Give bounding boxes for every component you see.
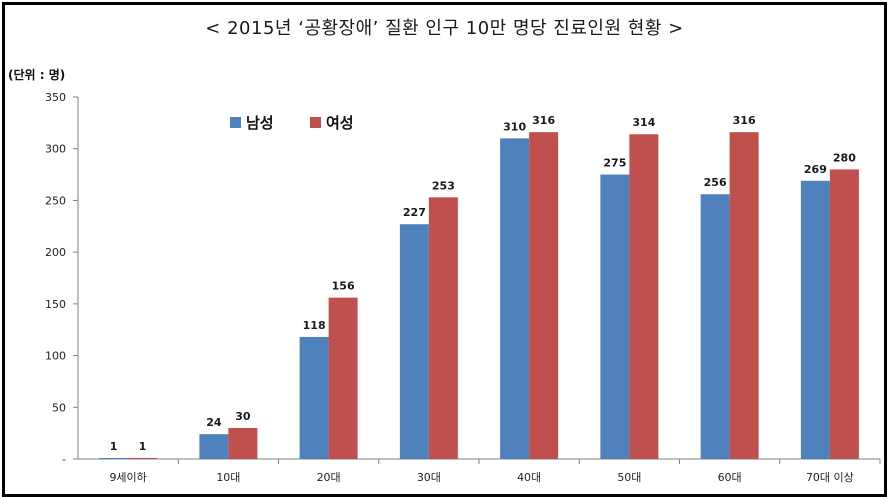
female-bar (629, 134, 659, 459)
chart-title: < 2015년 ‘공황장애’ 질환 인구 10만 명당 진료인원 현황 > (205, 18, 684, 39)
male-bar (399, 224, 429, 459)
y-tick-label: 300 (45, 143, 66, 156)
y-tick-label: 50 (52, 401, 66, 414)
legend-label: 남성 (246, 114, 274, 132)
y-tick-label: - (62, 453, 66, 466)
x-tick-label: 10대 (216, 471, 240, 484)
data-label: 1 (110, 440, 118, 453)
y-tick-label: 100 (45, 350, 66, 363)
x-tick-label: 9세이하 (109, 470, 146, 484)
data-label: 269 (804, 163, 827, 176)
x-tick-label: 70대 이상 (806, 471, 854, 484)
data-label: 24 (206, 416, 222, 429)
data-label: 227 (403, 206, 426, 219)
x-tick-label: 50대 (617, 471, 641, 484)
unit-label: (단위 : 명) (8, 68, 66, 82)
data-label: 316 (733, 114, 756, 127)
legend-label: 여성 (326, 114, 354, 132)
male-bar (500, 138, 530, 459)
y-tick-label: 200 (45, 246, 66, 259)
male-bar (800, 180, 830, 459)
data-label: 275 (603, 157, 626, 170)
data-label: 314 (632, 116, 655, 129)
y-tick-label: 350 (45, 91, 66, 104)
female-bar (228, 427, 258, 459)
female-bar (328, 297, 358, 459)
data-label: 253 (432, 179, 455, 192)
x-tick-label: 30대 (417, 471, 441, 484)
data-label: 316 (532, 114, 555, 127)
male-bar (299, 336, 329, 459)
y-tick-label: 150 (45, 298, 66, 311)
data-label: 30 (235, 410, 251, 423)
data-label: 156 (332, 280, 355, 293)
female-bar (428, 197, 458, 459)
data-label: 1 (139, 440, 147, 453)
data-label: 256 (704, 176, 727, 189)
x-tick-label: 60대 (718, 471, 742, 484)
male-bar (700, 194, 730, 460)
data-label: 118 (303, 319, 326, 332)
legend-swatch (230, 117, 241, 128)
data-label: 280 (833, 151, 856, 164)
male-bar (99, 457, 129, 459)
data-label: 310 (503, 120, 526, 133)
x-tick-label: 40대 (517, 471, 541, 484)
male-bar (600, 174, 630, 460)
legend-swatch (310, 117, 321, 128)
male-bar (199, 434, 229, 459)
female-bar (128, 457, 158, 459)
female-bar (829, 169, 859, 459)
female-bar (529, 132, 559, 459)
y-tick-label: 250 (45, 194, 66, 207)
female-bar (729, 132, 759, 459)
x-tick-label: 20대 (317, 471, 341, 484)
